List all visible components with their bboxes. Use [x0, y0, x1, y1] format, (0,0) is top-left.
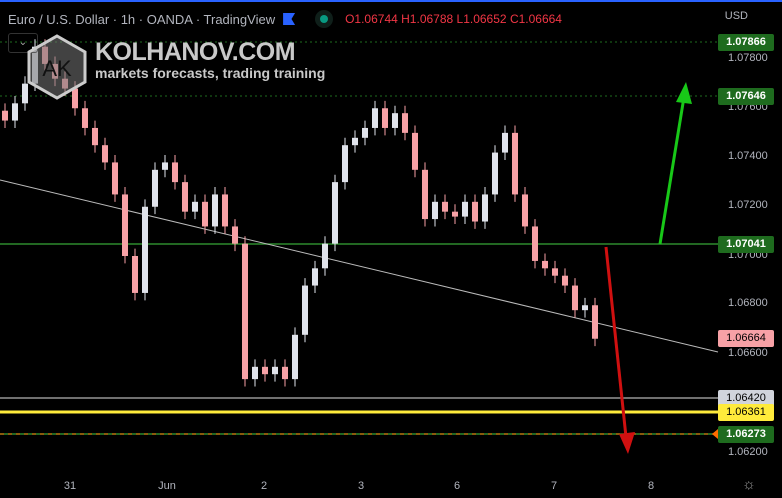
candle [122, 194, 128, 256]
candle [212, 194, 218, 227]
candle [72, 88, 78, 109]
market-status-icon [315, 10, 334, 28]
candle [252, 366, 258, 380]
brand-tagline: markets forecasts, trading training [95, 65, 326, 81]
candle [272, 366, 278, 375]
candle [382, 108, 388, 128]
candle [262, 366, 268, 375]
candle [202, 201, 208, 227]
candle [492, 152, 498, 195]
candle [12, 103, 18, 121]
candle [502, 132, 508, 153]
up-arrow-head [676, 82, 692, 104]
price-tick: 1.07800 [728, 52, 768, 64]
candle [112, 162, 118, 195]
candle [592, 305, 598, 339]
date-tick: 31 [63, 480, 77, 492]
candle [522, 194, 528, 227]
price-label: 1.07866 [718, 34, 774, 51]
price-tick: 1.07200 [728, 199, 768, 211]
candle [532, 226, 538, 261]
currency-label[interactable]: USD [724, 10, 748, 22]
brand-name: KOLHANOV.COM [95, 38, 296, 66]
date-tick: 7 [550, 480, 558, 492]
date-tick: Jun [158, 480, 176, 492]
candle [332, 182, 338, 244]
candle [342, 145, 348, 183]
price-label: 1.06664 [718, 330, 774, 347]
candle [562, 275, 568, 286]
settings-icon[interactable]: ☼ [742, 476, 756, 493]
candle [232, 226, 238, 244]
candle [512, 132, 518, 195]
candle [182, 182, 188, 212]
candle [102, 145, 108, 163]
price-label: 1.06420 [718, 390, 774, 407]
down-arrow [604, 246, 628, 438]
date-tick: 3 [357, 480, 365, 492]
candle [132, 256, 138, 293]
symbol-title[interactable]: Euro / U.S. Dollar · 1h · OANDA · Tradin… [8, 11, 276, 27]
candle [162, 162, 168, 170]
candle [22, 83, 28, 104]
price-tick: 1.06600 [728, 347, 768, 359]
candle [472, 201, 478, 222]
candle [92, 127, 98, 146]
candle [242, 243, 248, 380]
candle [462, 201, 468, 217]
candle [292, 334, 298, 380]
candle [422, 169, 428, 220]
logo: AK [27, 34, 87, 100]
candle [222, 194, 228, 227]
chart-header: Euro / U.S. Dollar · 1h · OANDA · Tradin… [8, 10, 562, 28]
candle [282, 366, 288, 380]
price-label: 1.06273 [718, 426, 774, 443]
candle [372, 108, 378, 128]
price-tick: 1.06800 [728, 297, 768, 309]
price-tick: 1.06200 [728, 446, 768, 458]
candle [392, 113, 398, 128]
candle [582, 305, 588, 311]
candle [142, 206, 148, 293]
candle [352, 137, 358, 146]
price-label: 1.06361 [718, 404, 774, 421]
candle [2, 110, 8, 121]
candle [402, 113, 408, 133]
price-label: 1.07041 [718, 236, 774, 253]
price-label: 1.07646 [718, 88, 774, 105]
candle [552, 268, 558, 276]
candle [542, 260, 548, 269]
candle [312, 268, 318, 286]
candle [152, 169, 158, 207]
candle [172, 162, 178, 183]
date-tick: 8 [647, 480, 655, 492]
candle [482, 194, 488, 222]
candle [442, 201, 448, 212]
candle [302, 285, 308, 335]
flag-icon[interactable] [283, 13, 296, 25]
candle [432, 201, 438, 220]
candle [322, 243, 328, 269]
date-tick: 6 [453, 480, 461, 492]
up-arrow [658, 96, 686, 245]
candle [192, 201, 198, 212]
candle [362, 127, 368, 138]
svg-text:AK: AK [42, 56, 72, 81]
candle [572, 285, 578, 311]
chevron-down-icon[interactable]: ⌄ [8, 33, 38, 53]
candle [452, 211, 458, 217]
candle [412, 132, 418, 170]
alert-marker [712, 429, 718, 439]
price-tick: 1.07400 [728, 150, 768, 162]
down-arrow-head [619, 432, 635, 454]
date-tick: 2 [260, 480, 268, 492]
candle [82, 108, 88, 128]
trend-line [0, 179, 719, 353]
ohlc-values: O1.06744 H1.06788 L1.06652 C1.06664 [345, 12, 562, 26]
